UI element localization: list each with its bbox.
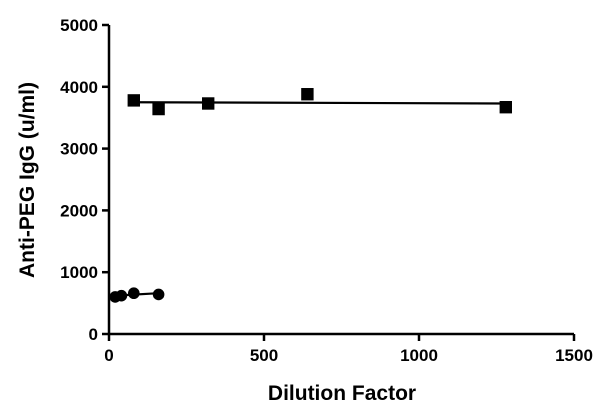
data-point-circle [115, 289, 128, 302]
fit-lines [115, 101, 506, 297]
data-point-circle [128, 287, 140, 300]
x-axis-title: Dilution Factor [268, 382, 416, 405]
data-points [109, 88, 512, 303]
y-tick-label: 3000 [60, 140, 98, 159]
data-point-square [202, 97, 215, 110]
data-point-square [499, 100, 512, 114]
y-tick-label: 0 [89, 325, 98, 344]
data-point-square [301, 88, 314, 101]
x-tick-label: 500 [250, 346, 278, 365]
fit-line-square [133, 101, 506, 105]
axes: 0 1000 2000 3000 4000 5000 0 500 1000 1500 [60, 16, 593, 365]
y-tick-label: 2000 [60, 201, 98, 220]
data-point-square [127, 94, 140, 107]
y-tick-label: 5000 [60, 16, 98, 35]
data-point-square [152, 102, 165, 116]
x-tick-label: 1000 [400, 346, 438, 365]
x-tick-label: 0 [104, 346, 113, 365]
y-tick-label: 4000 [60, 78, 98, 97]
y-axis-title: Anti-PEG IgG (u/ml) [16, 82, 39, 278]
y-tick-label: 1000 [60, 263, 98, 282]
data-point-circle [152, 288, 165, 301]
x-tick-label: 1500 [555, 346, 593, 365]
